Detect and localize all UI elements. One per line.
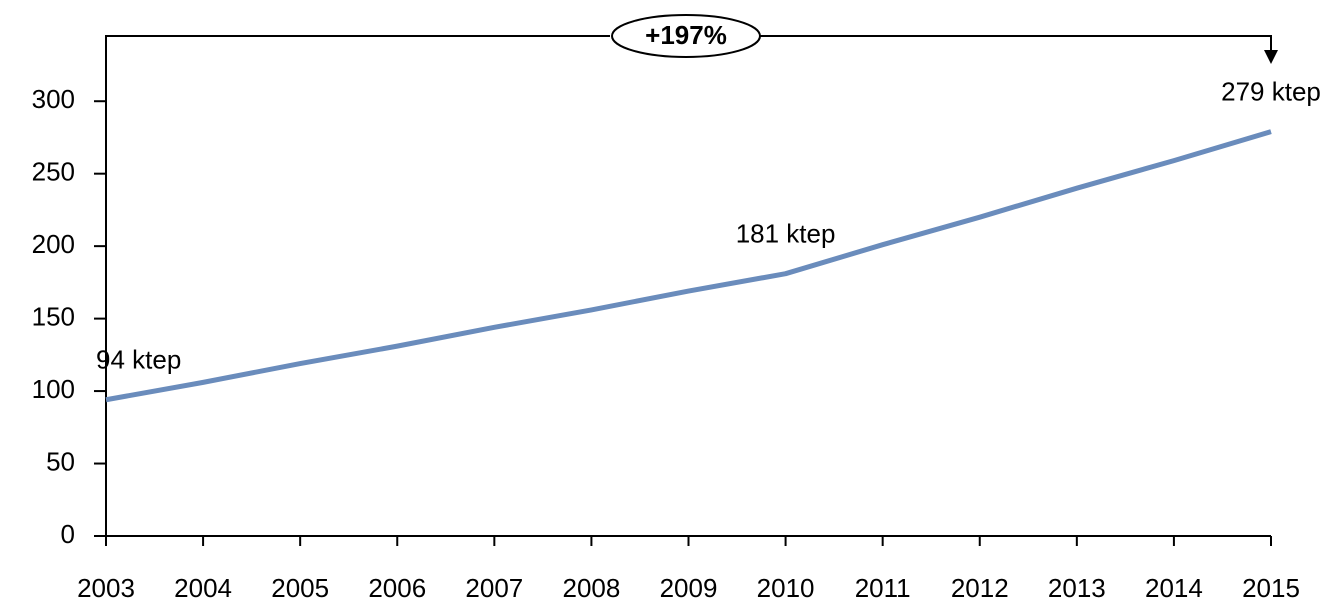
x-tick-label: 2013 bbox=[1048, 573, 1106, 603]
y-tick-label: 300 bbox=[32, 84, 75, 114]
x-tick-label: 2004 bbox=[174, 573, 232, 603]
y-tick-label: 0 bbox=[61, 519, 75, 549]
y-tick-label: 50 bbox=[46, 446, 75, 476]
x-tick-label: 2012 bbox=[951, 573, 1009, 603]
y-tick-label: 150 bbox=[32, 301, 75, 331]
annotation-bubble bbox=[611, 14, 761, 58]
data-label: 181 ktep bbox=[736, 219, 836, 249]
data-label: 94 ktep bbox=[96, 345, 181, 375]
y-tick-label: 250 bbox=[32, 157, 75, 187]
x-tick-label: 2008 bbox=[562, 573, 620, 603]
annotation: +197% bbox=[645, 20, 727, 50]
line bbox=[105, 129, 1272, 403]
x-tick-label: 2006 bbox=[368, 573, 426, 603]
x-tick-label: 2007 bbox=[465, 573, 523, 603]
y-tick-label: 100 bbox=[32, 374, 75, 404]
bracket-left bbox=[105, 35, 610, 536]
x-tick-label: 2011 bbox=[855, 573, 911, 603]
x-tick-label: 2009 bbox=[660, 573, 718, 603]
x-tick-label: 2015 bbox=[1242, 573, 1300, 603]
x-tick-label: 2005 bbox=[271, 573, 329, 603]
x-tick-label: 2003 bbox=[77, 573, 135, 603]
bracket-right bbox=[760, 35, 1272, 52]
y-tick-label: 200 bbox=[32, 229, 75, 259]
data-label: 279 ktep bbox=[1221, 77, 1321, 107]
bracket-arrow bbox=[1264, 50, 1278, 64]
x-tick-label: 2014 bbox=[1145, 573, 1203, 603]
x-tick-label: 2010 bbox=[757, 573, 815, 603]
